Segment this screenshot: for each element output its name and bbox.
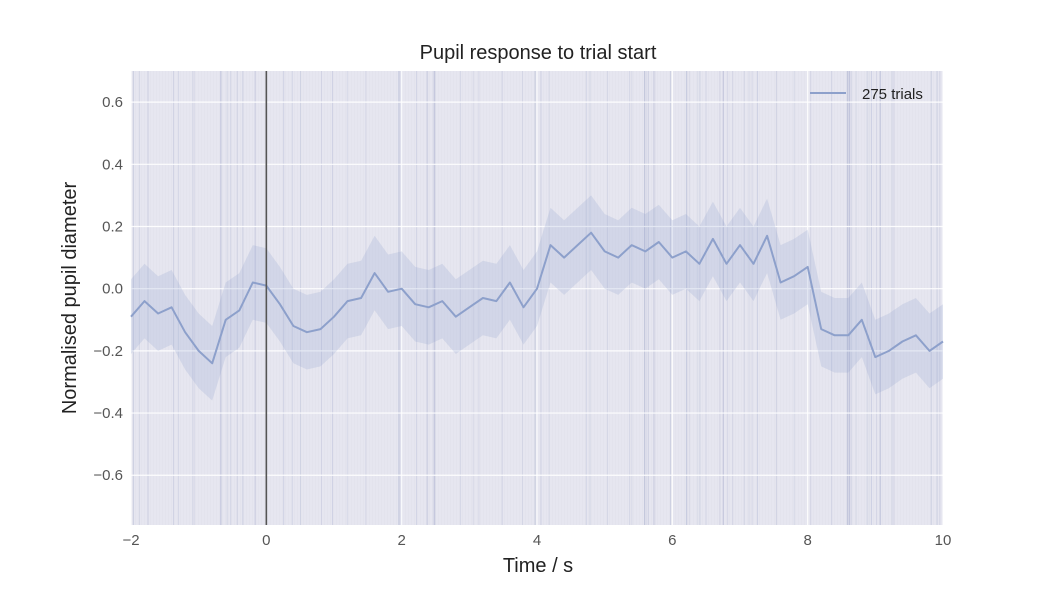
y-tick-label: −0.6 bbox=[93, 467, 123, 484]
legend-entry: 275 trials bbox=[862, 86, 923, 103]
x-tick-label: 4 bbox=[533, 532, 541, 549]
x-tick-label: 2 bbox=[397, 532, 405, 549]
legend: 275 trials bbox=[810, 86, 923, 103]
individual-trials bbox=[130, 71, 943, 525]
x-axis-label: Time / s bbox=[503, 555, 573, 577]
y-tick-label: −0.2 bbox=[93, 343, 123, 360]
x-tick-label: −2 bbox=[122, 532, 139, 549]
x-tick-label: 0 bbox=[262, 532, 270, 549]
x-tick-label: 8 bbox=[803, 532, 811, 549]
y-tick-label: 0.2 bbox=[102, 218, 123, 235]
y-tick-label: 0.4 bbox=[102, 156, 123, 173]
y-tick-label: 0.6 bbox=[102, 94, 123, 111]
y-tick-label: −0.4 bbox=[93, 405, 123, 422]
x-tick-label: 6 bbox=[668, 532, 676, 549]
y-tick-label: 0.0 bbox=[102, 281, 123, 298]
chart-title: Pupil response to trial start bbox=[420, 42, 657, 64]
x-tick-label: 10 bbox=[935, 532, 952, 549]
y-axis-ticks: −0.6 −0.4 −0.2 0.0 0.2 0.4 0.6 bbox=[93, 94, 123, 484]
x-axis-ticks: −2 0 2 4 6 8 10 bbox=[122, 532, 951, 549]
y-axis-label: Normalised pupil diameter bbox=[59, 182, 81, 415]
